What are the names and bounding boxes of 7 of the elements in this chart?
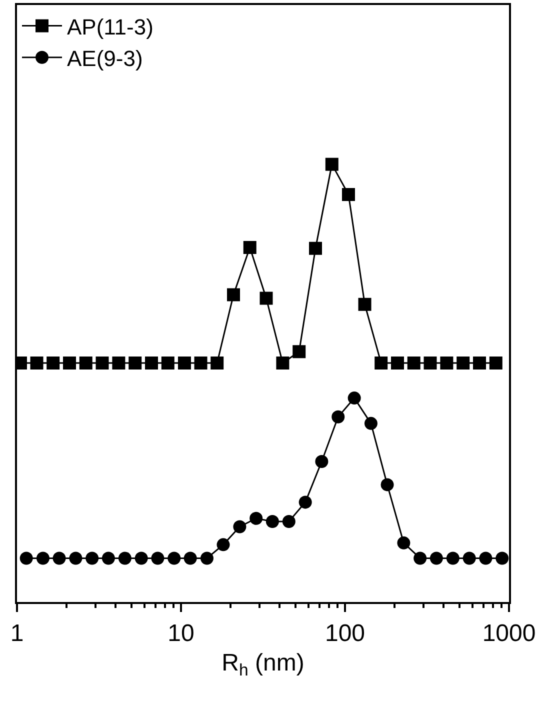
x-tick-label: 10 [168, 620, 194, 647]
x-tick-label: 1000 [482, 620, 536, 647]
x-axis-title: R$_{h}$ (nm) [222, 650, 304, 680]
legend-label: AP(11-3) [67, 14, 154, 40]
legend-label: AE(9-3) [67, 46, 143, 71]
x-tick-label: 100 [324, 620, 366, 647]
x-tick-label: 1 [10, 620, 24, 647]
